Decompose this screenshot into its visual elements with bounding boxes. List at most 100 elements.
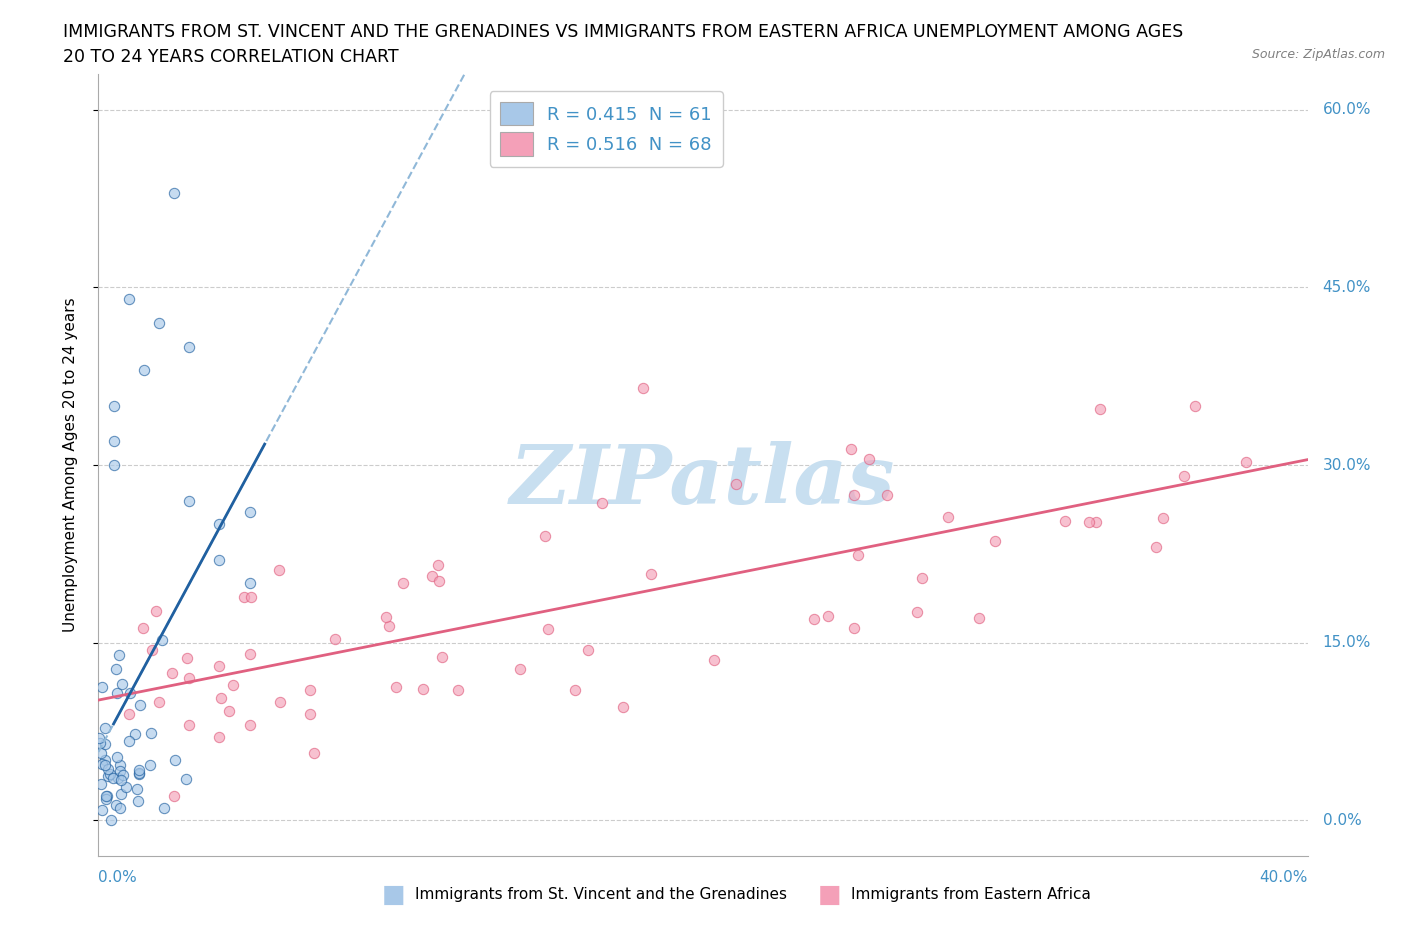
Text: Immigrants from Eastern Africa: Immigrants from Eastern Africa [851, 887, 1091, 902]
Point [803, 612, 825, 627]
Point [724, 477, 747, 492]
Point [94, 737, 117, 751]
Point [111, 767, 134, 782]
Point [269, 695, 291, 710]
Point [104, 798, 127, 813]
Point [447, 683, 470, 698]
Text: 45.0%: 45.0% [1323, 280, 1371, 295]
Point [90, 777, 112, 791]
Point [114, 779, 136, 794]
Point [846, 547, 869, 562]
Point [179, 493, 201, 508]
Point [110, 801, 132, 816]
Point [103, 398, 125, 413]
Point [817, 608, 839, 623]
Text: 15.0%: 15.0% [1323, 635, 1371, 650]
Point [612, 699, 634, 714]
Point [108, 764, 131, 778]
Point [576, 643, 599, 658]
Text: 30.0%: 30.0% [1323, 458, 1371, 472]
Point [96, 789, 118, 804]
Point [384, 680, 406, 695]
Point [153, 801, 176, 816]
Point [89, 730, 111, 745]
Point [432, 650, 454, 665]
Point [127, 793, 149, 808]
Point [118, 292, 141, 307]
Point [509, 661, 531, 676]
Point [1054, 513, 1077, 528]
Point [392, 576, 415, 591]
Text: ■: ■ [382, 883, 405, 907]
Point [96, 762, 118, 777]
Point [936, 510, 959, 525]
Legend: R = 0.415  N = 61, R = 0.516  N = 68: R = 0.415 N = 61, R = 0.516 N = 68 [489, 91, 723, 166]
Point [96, 789, 118, 804]
Point [148, 315, 170, 330]
Point [94, 758, 117, 773]
Point [179, 339, 201, 354]
Point [533, 528, 555, 543]
Point [174, 771, 197, 786]
Point [91, 803, 114, 817]
Point [103, 458, 125, 472]
Point [132, 620, 155, 635]
Point [412, 682, 434, 697]
Point [239, 505, 262, 520]
Text: Source: ZipAtlas.com: Source: ZipAtlas.com [1251, 48, 1385, 61]
Text: 20 TO 24 YEARS CORRELATION CHART: 20 TO 24 YEARS CORRELATION CHART [63, 48, 399, 66]
Point [239, 647, 262, 662]
Point [640, 566, 662, 581]
Point [842, 621, 865, 636]
Point [239, 718, 262, 733]
Point [165, 753, 187, 768]
Point [208, 658, 231, 673]
Point [96, 792, 118, 807]
Point [209, 690, 232, 705]
Point [1084, 514, 1107, 529]
Y-axis label: Unemployment Among Ages 20 to 24 years: Unemployment Among Ages 20 to 24 years [63, 298, 77, 632]
Point [118, 706, 141, 721]
Point [105, 685, 128, 700]
Point [148, 695, 170, 710]
Point [111, 676, 134, 691]
Point [378, 618, 401, 633]
Point [858, 451, 880, 466]
Point [110, 773, 132, 788]
Point [208, 517, 231, 532]
Point [1152, 512, 1174, 526]
Point [90, 757, 112, 772]
Point [132, 363, 155, 378]
Point [703, 653, 725, 668]
Point [1078, 514, 1101, 529]
Text: 0.0%: 0.0% [98, 870, 138, 884]
Point [1184, 398, 1206, 413]
Point [94, 752, 117, 767]
Point [564, 683, 586, 698]
Point [208, 730, 231, 745]
Point [911, 571, 934, 586]
Text: 0.0%: 0.0% [1323, 813, 1361, 828]
Point [427, 558, 450, 573]
Point [90, 745, 112, 760]
Point [105, 661, 128, 676]
Point [118, 734, 141, 749]
Point [269, 563, 291, 578]
Point [876, 488, 898, 503]
Point [239, 590, 262, 604]
Point [844, 487, 866, 502]
Point [139, 726, 162, 741]
Text: 60.0%: 60.0% [1323, 102, 1371, 117]
Point [179, 718, 201, 733]
Point [591, 495, 613, 510]
Point [325, 631, 347, 646]
Point [299, 706, 322, 721]
Point [232, 589, 254, 604]
Point [176, 651, 198, 666]
Point [420, 568, 443, 583]
Point [145, 604, 167, 618]
Point [537, 622, 560, 637]
Point [179, 671, 201, 685]
Text: Immigrants from St. Vincent and the Grenadines: Immigrants from St. Vincent and the Gren… [415, 887, 787, 902]
Point [108, 757, 131, 772]
